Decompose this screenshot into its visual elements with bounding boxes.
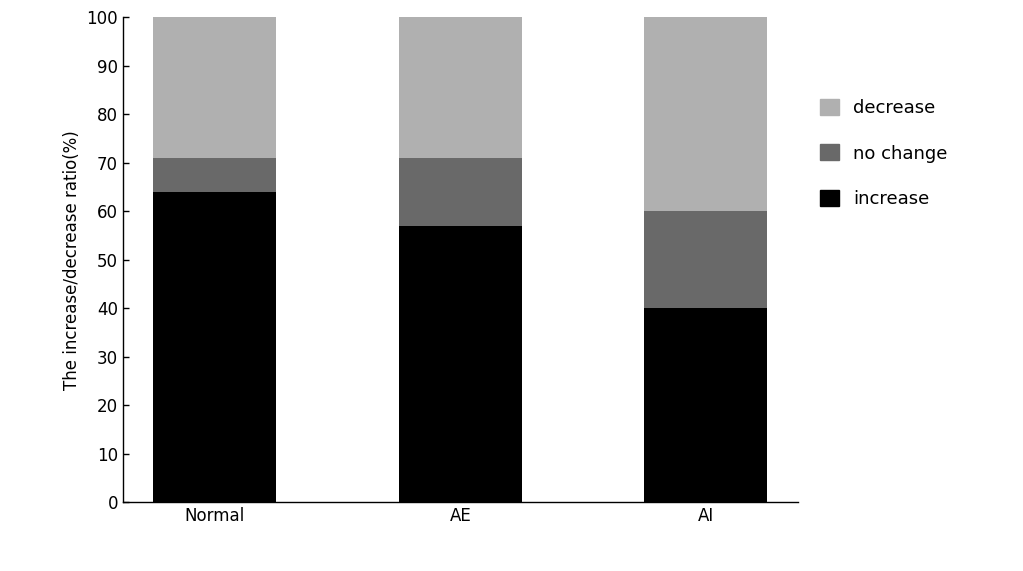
Bar [644, 17, 767, 211]
Bar [644, 211, 767, 308]
Bar [153, 192, 276, 502]
Bar [399, 17, 522, 158]
Y-axis label: The increase/decrease ratio(%): The increase/decrease ratio(%) [62, 130, 81, 389]
Bar [153, 158, 276, 192]
Legend: decrease, no change, increase: decrease, no change, increase [820, 99, 947, 208]
Bar [644, 308, 767, 502]
Bar [399, 158, 522, 226]
Bar [399, 226, 522, 502]
Bar [153, 17, 276, 158]
